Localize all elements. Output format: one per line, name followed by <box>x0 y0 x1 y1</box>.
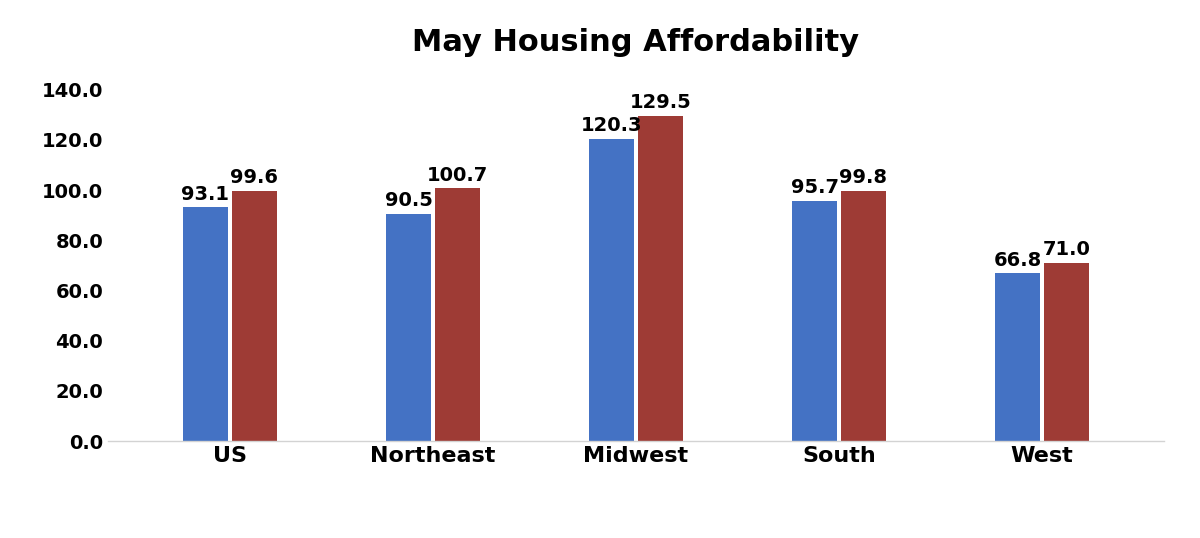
Bar <box>638 116 683 441</box>
Text: 95.7: 95.7 <box>791 178 839 197</box>
Bar <box>589 139 634 441</box>
Text: 100.7: 100.7 <box>427 166 488 185</box>
Text: 66.8: 66.8 <box>994 251 1042 270</box>
Text: 99.6: 99.6 <box>230 168 278 187</box>
Bar <box>841 190 886 441</box>
Bar <box>184 208 228 441</box>
Text: 99.8: 99.8 <box>840 168 888 187</box>
Title: May Housing Affordability: May Housing Affordability <box>413 27 859 56</box>
Bar <box>434 188 480 441</box>
Text: 129.5: 129.5 <box>630 93 691 112</box>
Text: 90.5: 90.5 <box>385 191 432 210</box>
Bar <box>1044 263 1088 441</box>
Text: 93.1: 93.1 <box>181 185 229 204</box>
Legend: 2024, 2023: 2024, 2023 <box>533 534 739 538</box>
Bar <box>386 214 431 441</box>
Text: 120.3: 120.3 <box>581 116 642 136</box>
Bar <box>232 191 276 441</box>
Bar <box>792 201 838 441</box>
Bar <box>996 273 1040 441</box>
Text: 71.0: 71.0 <box>1043 240 1091 259</box>
